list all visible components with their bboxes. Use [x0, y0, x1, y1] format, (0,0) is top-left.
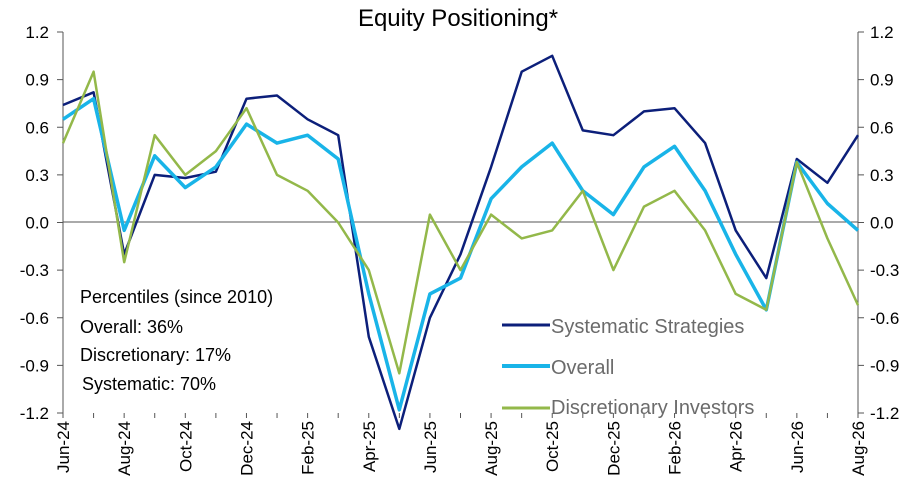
- left-y-ticks: -1.2 -0.9 -0.6 -0.3 0.0 0.3 0.6 0.9 1.2: [20, 23, 63, 423]
- xtick-label-8: Oct-25: [543, 421, 562, 472]
- xtick-label-1: Aug-24: [115, 421, 134, 476]
- xtick-label-10: Feb-26: [666, 421, 685, 475]
- left-ytick-label-3: -0.3: [20, 261, 49, 280]
- right-ytick-label-0: -1.2: [870, 404, 899, 423]
- xtick-label-6: Jun-25: [421, 421, 440, 473]
- left-ytick-label-8: 1.2: [25, 23, 49, 42]
- legend-label-systematic: Systematic Strategies: [551, 316, 744, 338]
- right-ytick-label-1: -0.9: [870, 356, 899, 375]
- xtick-label-13: Aug-26: [849, 421, 868, 476]
- left-ytick-label-4: 0.0: [25, 214, 49, 233]
- right-ytick-label-2: -0.6: [870, 309, 899, 328]
- right-ytick-label-7: 0.9: [870, 71, 894, 90]
- left-ytick-label-7: 0.9: [25, 71, 49, 90]
- xtick-label-2: Oct-24: [176, 421, 195, 472]
- right-y-ticks: -1.2 -0.9 -0.6 -0.3 0.0 0.3 0.6 0.9 1.2: [858, 23, 899, 423]
- percentiles-annotation: Percentiles (since 2010) Overall: 36% Di…: [80, 287, 273, 394]
- xtick-label-11: Apr-26: [727, 421, 746, 472]
- x-axis-ticks: Jun-24 Aug-24 Oct-24 Dec-24 Feb-25 Apr-25 Jun-…: [54, 413, 868, 476]
- xtick-label-3: Dec-24: [237, 421, 256, 476]
- annotation-heading: Percentiles (since 2010): [80, 287, 273, 307]
- legend-label-discretionary: Discretionary Investors: [551, 397, 754, 419]
- right-ytick-label-6: 0.6: [870, 118, 894, 137]
- annotation-systematic: Systematic: 70%: [82, 374, 216, 394]
- right-ytick-label-5: 0.3: [870, 166, 894, 185]
- series-layer: [61, 54, 860, 431]
- annotation-discretionary: Discretionary: 17%: [80, 345, 231, 365]
- xtick-label-5: Apr-25: [360, 421, 379, 472]
- series-line-0: [62, 54, 860, 431]
- xtick-label-9: Dec-25: [604, 421, 623, 476]
- xtick-label-0: Jun-24: [54, 421, 73, 473]
- legend: Systematic Strategies Overall Discretion…: [502, 316, 754, 419]
- left-ytick-label-6: 0.6: [25, 118, 49, 137]
- annotation-overall: Overall: 36%: [80, 317, 183, 337]
- legend-label-overall: Overall: [551, 357, 614, 379]
- left-ytick-label-2: -0.6: [20, 309, 49, 328]
- left-ytick-label-1: -0.9: [20, 356, 49, 375]
- right-ytick-label-8: 1.2: [870, 23, 894, 42]
- xtick-label-4: Feb-25: [299, 421, 318, 475]
- chart-title: Equity Positioning*: [358, 5, 558, 32]
- xtick-label-7: Aug-25: [482, 421, 501, 476]
- left-ytick-label-5: 0.3: [25, 166, 49, 185]
- right-ytick-label-4: 0.0: [870, 214, 894, 233]
- left-ytick-label-0: -1.2: [20, 404, 49, 423]
- xtick-label-12: Jun-26: [788, 421, 807, 473]
- right-ytick-label-3: -0.3: [870, 261, 899, 280]
